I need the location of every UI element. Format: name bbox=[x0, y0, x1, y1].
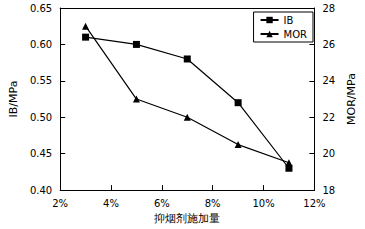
svg-text:26: 26 bbox=[322, 39, 335, 50]
svg-text:28: 28 bbox=[322, 3, 335, 14]
svg-text:0.55: 0.55 bbox=[30, 75, 52, 86]
svg-text:12%: 12% bbox=[303, 198, 325, 209]
svg-text:24: 24 bbox=[322, 75, 335, 86]
svg-text:6%: 6% bbox=[154, 198, 170, 209]
svg-text:10%: 10% bbox=[252, 198, 274, 209]
svg-text:MOR: MOR bbox=[284, 29, 307, 40]
svg-text:22: 22 bbox=[322, 112, 335, 123]
svg-text:0.45: 0.45 bbox=[30, 148, 52, 159]
svg-text:4%: 4% bbox=[103, 198, 119, 209]
svg-text:IB/MPa: IB/MPa bbox=[7, 81, 20, 118]
svg-text:20: 20 bbox=[322, 148, 335, 159]
svg-text:8%: 8% bbox=[205, 198, 221, 209]
svg-text:2%: 2% bbox=[52, 198, 68, 209]
svg-text:18: 18 bbox=[322, 185, 335, 196]
svg-text:0.65: 0.65 bbox=[30, 3, 52, 14]
svg-text:MOR/MPa: MOR/MPa bbox=[345, 73, 358, 125]
svg-text:0.60: 0.60 bbox=[30, 39, 52, 50]
svg-text:0.40: 0.40 bbox=[30, 185, 52, 196]
svg-text:IB: IB bbox=[284, 15, 294, 26]
svg-text:0.50: 0.50 bbox=[30, 112, 52, 123]
svg-text:抑烟剂施加量: 抑烟剂施加量 bbox=[154, 212, 220, 225]
